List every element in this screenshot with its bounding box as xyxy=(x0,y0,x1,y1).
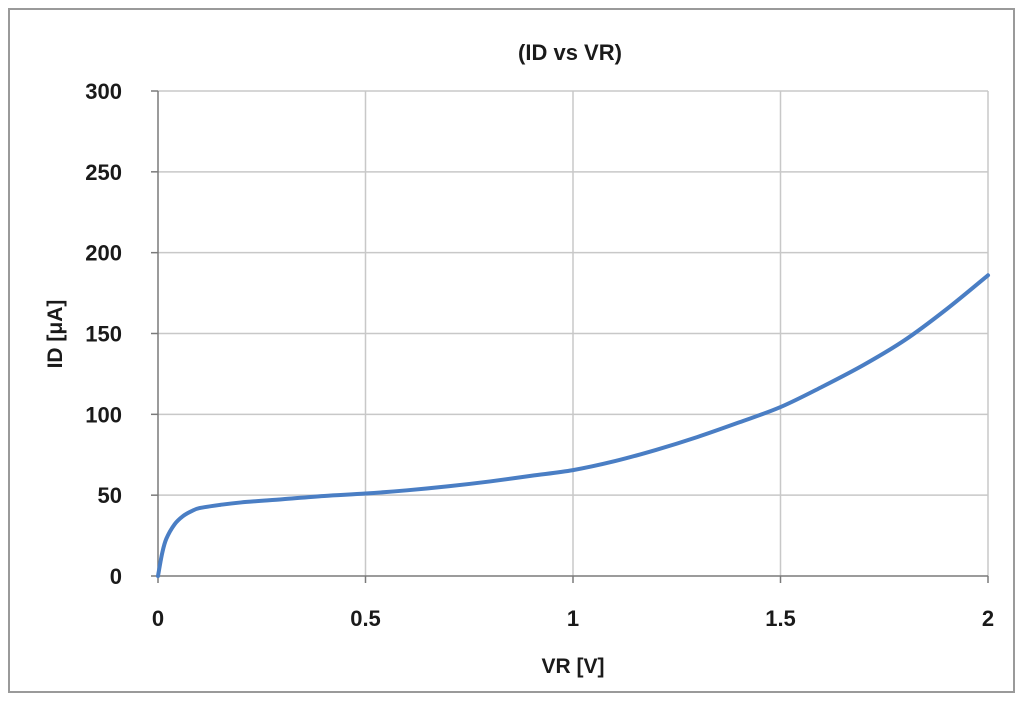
y-tick-label: 150 xyxy=(85,322,122,347)
y-tick-label: 200 xyxy=(85,241,122,266)
series-line-id xyxy=(156,273,990,578)
y-axis-label: ID [μA] xyxy=(44,300,67,369)
chart-frame xyxy=(8,8,1015,693)
tick-labels: 0 50 100 150 200 250 300 0 0.5 1 1.5 2 xyxy=(85,79,994,631)
chart-title: (ID vs VR) xyxy=(518,40,622,65)
x-tick-label: 0.5 xyxy=(350,606,381,631)
y-tick-label: 100 xyxy=(85,402,122,427)
x-axis-label: VR [V] xyxy=(542,655,605,678)
y-tick-label: 50 xyxy=(98,483,122,508)
y-tick-label: 250 xyxy=(85,160,122,185)
x-tick-label: 1 xyxy=(567,606,579,631)
axes xyxy=(151,90,989,583)
x-tick-label: 0 xyxy=(152,606,164,631)
x-tick-label: 2 xyxy=(982,606,994,631)
y-tick-label: 0 xyxy=(110,564,122,589)
series-layer xyxy=(156,273,990,578)
y-tick-label: 300 xyxy=(85,79,122,104)
grid-lines xyxy=(158,90,989,576)
x-tick-label: 1.5 xyxy=(765,606,796,631)
